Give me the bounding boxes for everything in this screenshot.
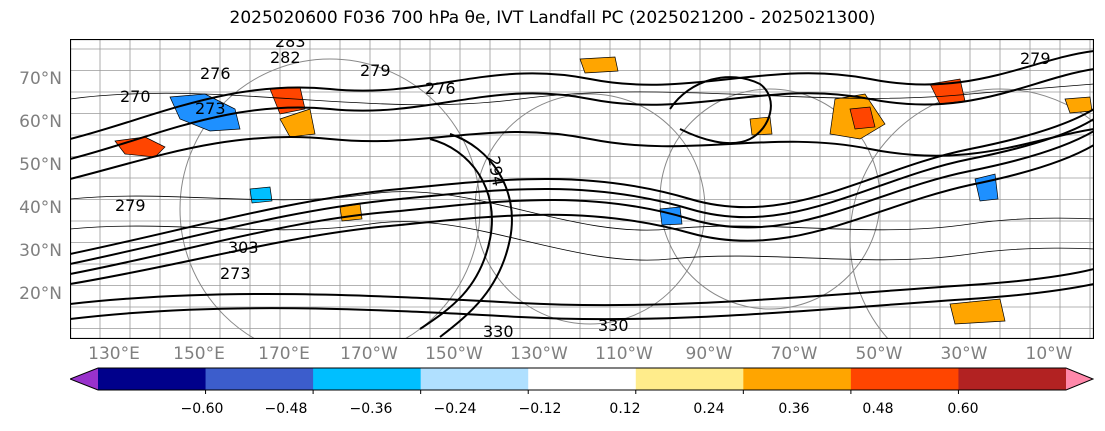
lon-label: 150°E [173,344,225,364]
colorbar [70,367,1094,394]
colorbar-outline [70,367,1094,391]
colorbar-tick-label: 0.36 [778,401,810,417]
lon-label: 50°W [855,344,903,364]
colorbar-segment [98,368,207,390]
colorbar-segment [313,368,422,390]
contour-label: 279 [360,61,391,80]
contour-label: 279 [1020,49,1051,68]
lon-label: 170°W [340,344,398,364]
lat-label: 50°N [19,155,62,175]
lon-label: 110°W [595,344,653,364]
colorbar-tick-label: 0.24 [693,401,725,417]
contour-label: 270 [120,87,151,106]
colorbar-segment [528,368,637,390]
lat-label: 70°N [19,69,62,89]
contour-label: 279 [115,196,146,215]
contour-label: 282 [270,48,301,67]
colorbar-tick-label: 0.12 [609,401,641,417]
lon-label: 30°W [940,344,988,364]
background-rings [179,58,1094,339]
lon-label: 170°E [258,344,310,364]
contour-label: 276 [200,64,231,83]
colorbar-segment [743,368,852,390]
lon-label: 90°W [685,344,733,364]
map-title: 2025020600 F036 700 hPa θe, IVT Landfall… [229,8,876,28]
contour-label: 330 [598,316,629,335]
colorbar-segment [420,368,529,390]
anomaly-fills [114,56,1093,325]
colorbar-tick-label: −0.24 [433,401,477,417]
colorbar-segment [205,368,314,390]
lon-label: 150°W [425,344,483,364]
colorbar-segment [635,368,744,390]
colorbar-tick-label: 0.60 [947,401,979,417]
lon-label: 70°W [770,344,818,364]
lon-label: 130°E [88,344,140,364]
ivt-contours [70,83,1094,261]
contour-label: 276 [425,79,456,98]
lon-label: 130°W [510,344,568,364]
colorbar-tick-label: −0.12 [518,401,562,417]
lat-label: 30°N [19,241,62,261]
colorbar-tick-label: 0.48 [862,401,894,417]
colorbar-tick-label: −0.60 [180,401,224,417]
lon-label: 10°W [1025,344,1073,364]
theta-e-contours [70,50,1094,338]
lat-label: 20°N [19,284,62,304]
lat-label: 40°N [19,198,62,218]
colorbar-segment [850,368,959,390]
contour-label: 273 [195,99,226,118]
colorbar-tick-label: −0.48 [264,401,308,417]
colorbar-extend-low [70,368,98,390]
lat-label: 60°N [19,112,62,132]
colorbar-tick-label: −0.36 [349,401,393,417]
contour-label: 303 [228,238,259,257]
colorbar-segment [958,368,1067,390]
contour-label: 273 [220,264,251,283]
contour-label: 330 [483,322,514,339]
map-panel: 283 282 276 279 270 273 276 294 279 303 … [70,39,1094,339]
contour-label: 283 [275,39,306,51]
colorbar-extend-high [1066,368,1093,390]
